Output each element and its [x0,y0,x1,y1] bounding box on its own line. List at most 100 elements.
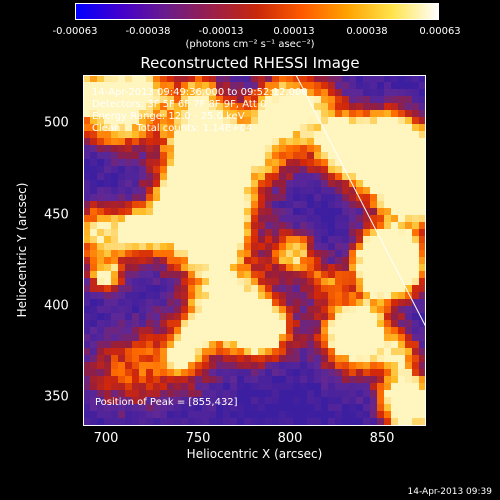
image-pixel [272,173,279,180]
image-pixel [209,250,216,257]
image-pixel [153,355,160,362]
image-pixel [258,397,265,404]
image-pixel [118,145,125,152]
image-pixel [125,187,132,194]
image-pixel [153,334,160,341]
image-pixel [160,264,167,271]
image-pixel [146,222,153,229]
image-pixel [356,264,363,271]
image-pixel [384,166,391,173]
image-pixel [412,313,419,320]
image-pixel [230,257,237,264]
image-pixel [244,285,251,292]
image-pixel [342,362,349,369]
image-pixel [97,145,104,152]
image-pixel [251,243,258,250]
image-pixel [181,257,188,264]
image-pixel [223,271,230,278]
image-pixel [258,96,265,103]
image-pixel [160,271,167,278]
image-pixel [419,103,426,110]
image-pixel [384,299,391,306]
image-pixel [314,418,321,425]
image-pixel [223,425,230,426]
image-pixel [370,145,377,152]
image-pixel [293,229,300,236]
image-pixel [300,194,307,201]
image-pixel [216,180,223,187]
image-pixel [405,411,412,418]
image-pixel [251,425,258,426]
image-pixel [335,397,342,404]
image-pixel [321,278,328,285]
image-pixel [97,89,104,96]
image-pixel [412,390,419,397]
image-pixel [139,159,146,166]
image-pixel [237,299,244,306]
image-pixel [111,397,118,404]
image-pixel [300,418,307,425]
image-pixel [181,145,188,152]
image-pixel [132,131,139,138]
image-pixel [160,390,167,397]
image-pixel [300,208,307,215]
image-pixel [314,313,321,320]
image-pixel [223,341,230,348]
image-pixel [237,89,244,96]
image-pixel [279,145,286,152]
image-pixel [146,411,153,418]
image-pixel [321,166,328,173]
image-pixel [286,334,293,341]
image-pixel [279,285,286,292]
image-pixel [356,341,363,348]
image-pixel [377,397,384,404]
image-pixel [125,425,132,426]
image-pixel [391,159,398,166]
image-pixel [391,313,398,320]
image-pixel [342,264,349,271]
image-pixel [237,250,244,257]
image-pixel [104,229,111,236]
image-pixel [188,271,195,278]
image-pixel [300,173,307,180]
image-pixel [370,236,377,243]
image-pixel [174,264,181,271]
image-pixel [251,250,258,257]
image-pixel [321,285,328,292]
image-pixel [398,208,405,215]
image-pixel [307,250,314,257]
image-pixel [335,124,342,131]
image-pixel [132,425,139,426]
image-pixel [111,334,118,341]
image-pixel [223,159,230,166]
image-pixel [97,320,104,327]
image-pixel [97,404,104,411]
image-pixel [139,292,146,299]
image-pixel [328,397,335,404]
image-pixel [363,145,370,152]
image-pixel [111,425,118,426]
image-pixel [230,117,237,124]
image-pixel [398,369,405,376]
time-range-label: 14-Apr-2013 09:49:36.000 to 09:52:12.000 [92,87,308,98]
image-pixel [153,306,160,313]
image-pixel [300,397,307,404]
image-pixel [405,201,412,208]
image-pixel [349,173,356,180]
image-pixel [202,376,209,383]
image-pixel [209,362,216,369]
image-pixel [195,187,202,194]
image-pixel [398,215,405,222]
image-pixel [132,152,139,159]
image-pixel [188,96,195,103]
image-pixel [244,390,251,397]
image-pixel [335,369,342,376]
image-pixel [188,390,195,397]
image-pixel [370,313,377,320]
x-tick-label: 850 [369,431,395,446]
image-pixel [265,355,272,362]
image-pixel [384,278,391,285]
image-pixel [377,138,384,145]
image-pixel [167,362,174,369]
image-pixel [349,306,356,313]
